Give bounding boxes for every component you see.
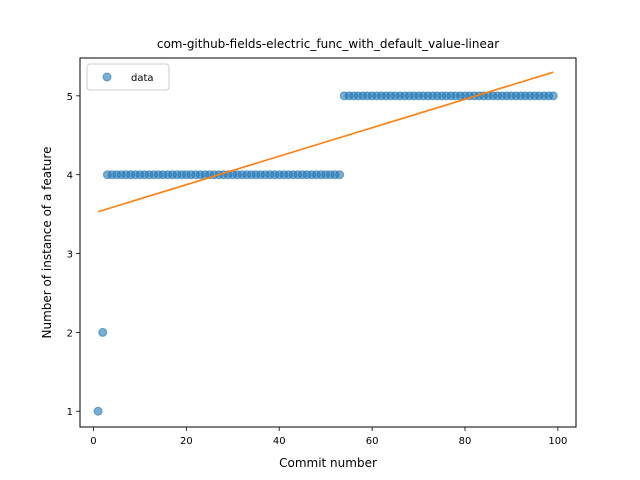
legend-marker — [102, 72, 112, 82]
y-axis-title: Number of instance of a feature — [40, 147, 54, 339]
legend: data — [86, 63, 170, 91]
x-tick-label: 20 — [180, 436, 193, 447]
x-tick-label: 40 — [273, 436, 286, 447]
y-tick-label: 1 — [67, 407, 73, 418]
y-tick-label: 4 — [67, 171, 73, 182]
x-tick-label: 0 — [90, 436, 96, 447]
y-tick-label: 5 — [67, 92, 73, 103]
chart-title: com-github-fields-electric_func_with_def… — [157, 37, 499, 51]
y-axis: 1 2 3 4 5 — [67, 92, 80, 418]
fit-line — [97, 71, 554, 213]
x-axis-title: Commit number — [279, 456, 377, 470]
legend-label: data — [131, 73, 154, 84]
data-point — [98, 327, 108, 337]
data-point — [548, 91, 558, 101]
series-layer — [93, 71, 558, 416]
x-tick-label: 100 — [548, 436, 567, 447]
x-axis: 0 20 40 60 80 100 — [90, 427, 567, 447]
x-tick-label: 60 — [366, 436, 379, 447]
y-tick-label: 2 — [67, 328, 73, 339]
y-tick-label: 3 — [67, 250, 73, 261]
data-point — [93, 406, 103, 416]
x-tick-label: 80 — [459, 436, 472, 447]
legend-box — [86, 63, 170, 91]
plot-frame — [79, 57, 577, 428]
data-point — [335, 170, 345, 180]
